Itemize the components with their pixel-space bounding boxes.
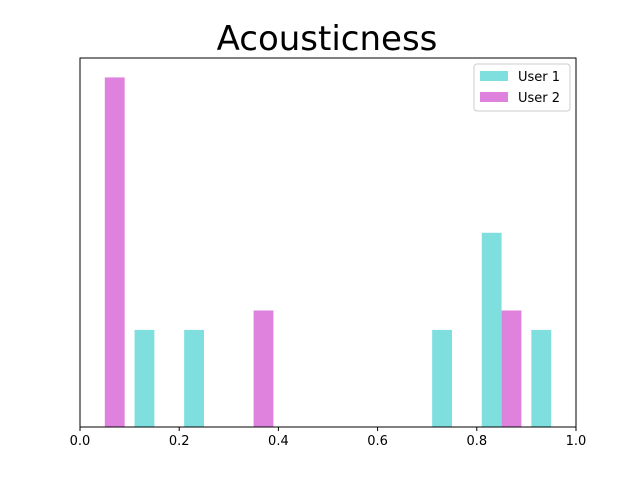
legend: User 1 User 2 <box>473 63 571 112</box>
x-tick-label: 0.8 <box>466 434 487 449</box>
x-tick-label: 0.4 <box>268 434 289 449</box>
plot-frame <box>79 57 577 428</box>
bar-series-1-1 <box>134 329 155 427</box>
bar-series-2-2 <box>253 310 274 427</box>
x-tick-label: 1.0 <box>566 434 587 449</box>
bar-series-1-5 <box>531 329 552 427</box>
legend-label-1: User 1 <box>518 70 560 85</box>
legend-swatch-1 <box>480 71 508 81</box>
bar-series-1-2 <box>184 329 204 427</box>
bar-series-1-4 <box>481 232 502 427</box>
x-tick-label: 0.0 <box>70 434 91 449</box>
chart-title: Acousticness <box>217 19 438 59</box>
x-tick-label: 0.2 <box>169 434 190 449</box>
bar-series-2-1 <box>104 77 125 427</box>
bar-series-2-3 <box>501 310 522 427</box>
legend-label-2: User 2 <box>518 91 560 106</box>
x-tick-label: 0.6 <box>367 434 388 449</box>
bar-series-1-3 <box>432 329 452 427</box>
x-axis: 0.0 0.2 0.4 0.6 0.8 1.0 <box>70 427 587 449</box>
legend-swatch-2 <box>480 92 508 102</box>
bars-layer <box>104 77 552 427</box>
